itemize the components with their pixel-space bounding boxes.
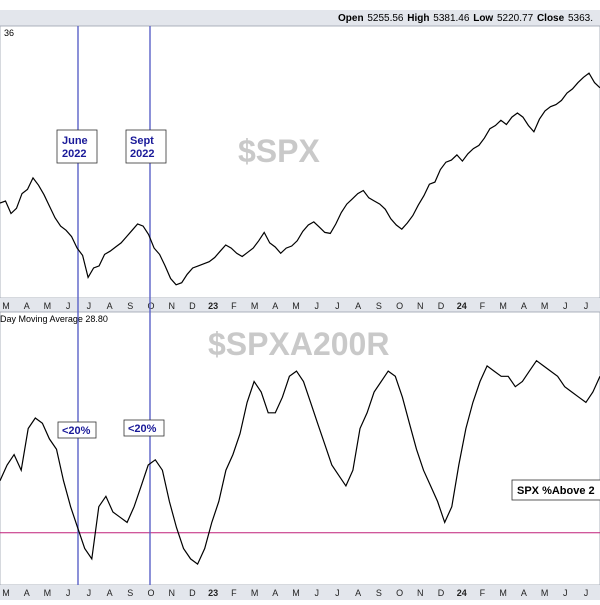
axis-tick-label: A bbox=[107, 588, 113, 598]
axis-tick-label: F bbox=[480, 588, 486, 598]
axis-tick-label: J bbox=[87, 588, 92, 598]
sept-callout-line1: Sept bbox=[130, 135, 154, 147]
june-callout-line1: June bbox=[62, 135, 88, 147]
axis-tick-label: J bbox=[335, 588, 340, 598]
axis-tick-label: M bbox=[499, 301, 507, 311]
axis-tick-label: J bbox=[66, 588, 71, 598]
axis-tick-label: J bbox=[87, 301, 92, 311]
june-callout-line2: 2022 bbox=[62, 148, 86, 160]
axis-tick-label: F bbox=[231, 301, 237, 311]
axis-tick-label: M bbox=[292, 588, 300, 598]
axis-tick-label: F bbox=[231, 588, 237, 598]
close-value: 5363. bbox=[567, 13, 593, 24]
axis-tick-label: S bbox=[376, 301, 382, 311]
ohlc-readout: Open 5255.56 High 5381.46 Low 5220.77 Cl… bbox=[338, 13, 594, 24]
high-value: 5381.46 bbox=[433, 13, 470, 24]
sept-callout-line2: 2022 bbox=[130, 148, 154, 160]
axis-tick-label: J bbox=[584, 588, 589, 598]
axis-tick-label: J bbox=[314, 301, 319, 311]
ohlc-strip bbox=[0, 10, 600, 26]
axis-tick-label: A bbox=[272, 301, 278, 311]
axis-tick-label: S bbox=[127, 301, 133, 311]
axis-tick-label: A bbox=[24, 588, 30, 598]
axis-tick-label: M bbox=[2, 588, 10, 598]
close-label: Close bbox=[536, 13, 565, 24]
axis-strip-2 bbox=[0, 585, 600, 600]
axis-tick-label: J bbox=[563, 588, 568, 598]
axis-tick-label: J bbox=[314, 588, 319, 598]
axis-tick-label: M bbox=[44, 588, 52, 598]
axis-tick-label: 23 bbox=[208, 301, 218, 311]
sept-below-text: <20% bbox=[128, 423, 157, 435]
axis-tick-label: M bbox=[292, 301, 300, 311]
axis-tick-label: D bbox=[438, 588, 445, 598]
axis-tick-label: N bbox=[417, 301, 424, 311]
spx-series-line bbox=[0, 72, 600, 286]
axis-tick-label: A bbox=[521, 301, 527, 311]
low-label: Low bbox=[473, 13, 494, 24]
axis-tick-label: A bbox=[272, 588, 278, 598]
axis-tick-label: M bbox=[251, 588, 259, 598]
axis-tick-label: A bbox=[24, 301, 30, 311]
open-value: 5255.56 bbox=[367, 13, 404, 24]
spx-above-text: SPX %Above 2 bbox=[517, 485, 595, 497]
axis-tick-label: A bbox=[521, 588, 527, 598]
spxa200r-header-fragment: Day Moving Average 28.80 bbox=[0, 314, 108, 324]
june-below-text: <20% bbox=[62, 425, 91, 437]
axis-tick-label: N bbox=[168, 588, 175, 598]
axis-2-labels: M A M J J A S O N D 23 F M A M J J A S O N D 24 F M A M J J bbox=[2, 588, 588, 598]
axis-tick-label: M bbox=[251, 301, 259, 311]
axis-tick-label: M bbox=[499, 588, 507, 598]
sept-callout-box bbox=[125, 129, 167, 164]
axis-tick-label: J bbox=[66, 301, 71, 311]
axis-tick-label: 23 bbox=[208, 588, 218, 598]
axis-tick-label: A bbox=[107, 301, 113, 311]
axis-1-labels: M A M J J A S O N D 23 F M A M J J A S O N D 24 F M A M J J bbox=[2, 301, 588, 311]
axis-tick-label: S bbox=[127, 588, 133, 598]
axis-tick-label: J bbox=[563, 301, 568, 311]
axis-tick-label: D bbox=[189, 301, 196, 311]
axis-tick-label: S bbox=[376, 588, 382, 598]
sept-below-20-callout: <20% bbox=[123, 419, 165, 437]
spxa200r-panel-bg bbox=[0, 311, 600, 586]
axis-tick-label: J bbox=[584, 301, 589, 311]
axis-tick-label: A bbox=[355, 588, 361, 598]
spxa200r-series-line bbox=[0, 359, 600, 566]
axis-tick-label: O bbox=[396, 588, 403, 598]
axis-tick-label: D bbox=[189, 588, 196, 598]
june-2022-callout: June 2022 bbox=[56, 129, 98, 164]
axis-tick-label: D bbox=[438, 301, 445, 311]
spx-above-200-callout: SPX %Above 2 bbox=[511, 479, 600, 501]
top-margin bbox=[0, 0, 600, 10]
axis-tick-label: J bbox=[335, 301, 340, 311]
open-label: Open bbox=[338, 13, 364, 24]
sept-below-box bbox=[123, 419, 165, 437]
sept-2022-callout: Sept 2022 bbox=[125, 129, 167, 164]
axis-tick-label: M bbox=[541, 301, 549, 311]
axis-tick-label: M bbox=[2, 301, 10, 311]
high-label: High bbox=[407, 13, 430, 24]
axis-tick-label: A bbox=[355, 301, 361, 311]
axis-tick-label: M bbox=[541, 588, 549, 598]
june-callout-box bbox=[56, 129, 98, 164]
axis-tick-label: M bbox=[44, 301, 52, 311]
axis-tick-label: O bbox=[147, 301, 154, 311]
spx-above-box bbox=[511, 479, 600, 501]
low-value: 5220.77 bbox=[497, 13, 534, 24]
june-below-20-callout: <20% bbox=[57, 421, 97, 439]
axis-tick-label: N bbox=[417, 588, 424, 598]
spx-header-fragment: 36 bbox=[4, 28, 14, 38]
axis-tick-label: O bbox=[147, 588, 154, 598]
june-below-box bbox=[57, 421, 97, 439]
axis-tick-label: F bbox=[480, 301, 486, 311]
spxa200r-watermark: $SPXA200R bbox=[208, 326, 389, 362]
axis-tick-label: 24 bbox=[457, 588, 467, 598]
axis-tick-label: N bbox=[168, 301, 175, 311]
axis-tick-label: 24 bbox=[457, 301, 467, 311]
spx-watermark: $SPX bbox=[238, 133, 320, 169]
axis-tick-label: O bbox=[396, 301, 403, 311]
